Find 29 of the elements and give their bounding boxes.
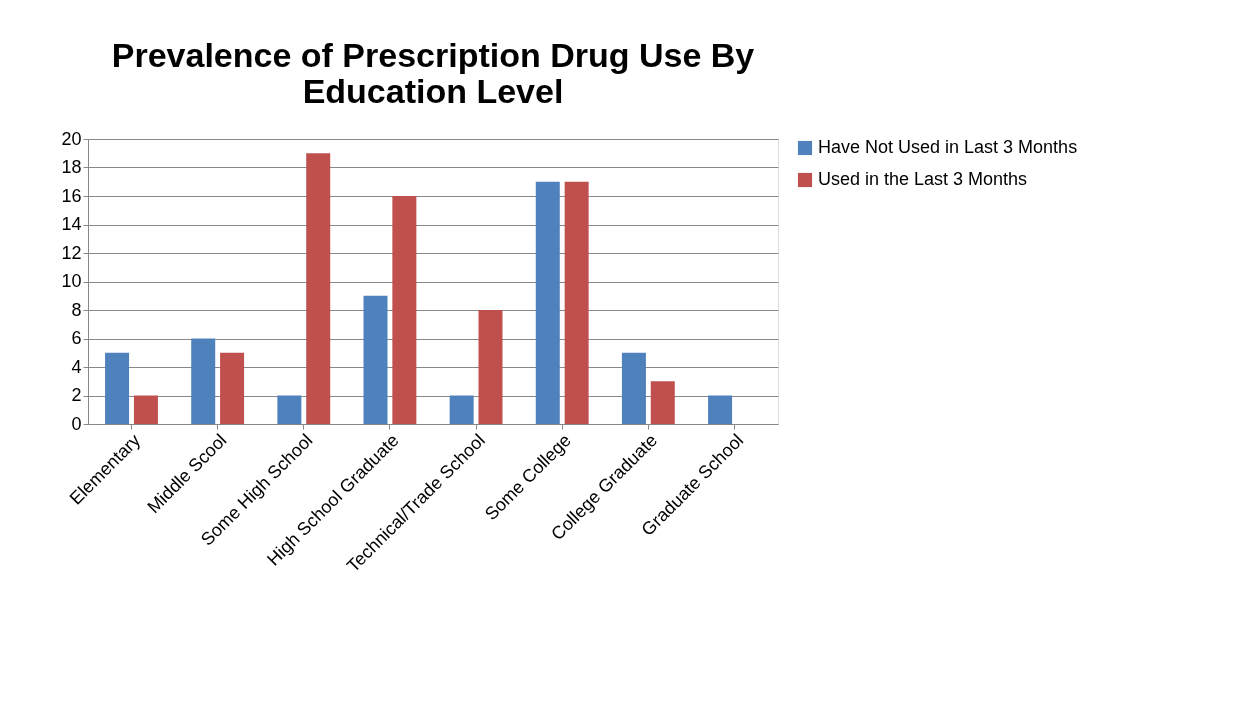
bar xyxy=(277,395,302,424)
y-tick-label: 16 xyxy=(61,185,82,206)
y-tick-label: 14 xyxy=(61,214,82,234)
y-tick-label: 2 xyxy=(71,385,82,405)
y-tick-label: 6 xyxy=(71,328,82,348)
y-tick-label: 10 xyxy=(61,271,82,291)
legend-label: Have Not Used in Last 3 Months xyxy=(818,137,1078,157)
bar xyxy=(191,338,216,424)
y-tick-label: 8 xyxy=(71,299,82,320)
bar xyxy=(478,310,503,424)
bar xyxy=(105,352,130,424)
bar xyxy=(306,153,331,424)
bar xyxy=(621,352,646,424)
bar xyxy=(363,295,388,424)
bar xyxy=(133,395,158,424)
chart-title: Prevalence of Prescription Drug Use By Education Level xyxy=(111,36,755,110)
y-tick-label: 18 xyxy=(61,157,82,177)
bar xyxy=(392,196,417,424)
bar xyxy=(535,181,560,424)
y-tick-label: 20 xyxy=(61,128,82,149)
bar xyxy=(564,181,589,424)
bar xyxy=(220,352,245,424)
y-tick-label: 12 xyxy=(61,242,82,263)
bar xyxy=(650,381,675,424)
y-tick-label: 4 xyxy=(71,356,82,377)
bar xyxy=(708,395,733,424)
legend-label: Used in the Last 3 Months xyxy=(818,169,1028,189)
bar xyxy=(449,395,474,424)
y-tick-label: 0 xyxy=(71,413,82,434)
